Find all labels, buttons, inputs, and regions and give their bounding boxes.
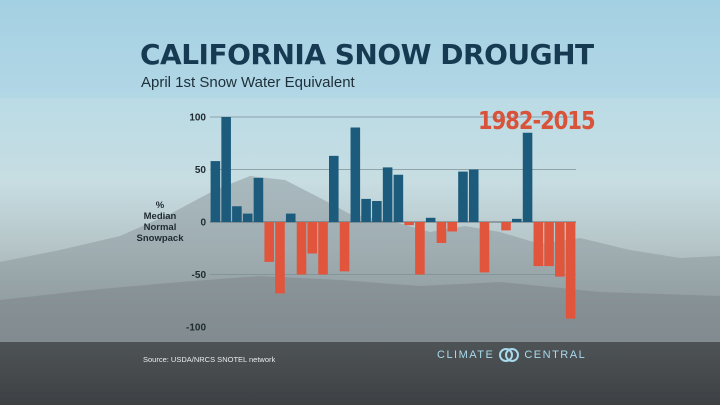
year-range-label: 1982-2015: [478, 106, 596, 135]
bar-1993: [329, 155, 339, 222]
bar-1994: [339, 222, 350, 272]
bar-2011: [522, 132, 533, 222]
bar-2005: [458, 171, 468, 222]
y-axis-label-line: Normal: [143, 222, 177, 233]
chart-subtitle: April 1st Snow Water Equivalent: [141, 74, 355, 91]
bar-2006: [468, 169, 479, 222]
bar-1986: [253, 177, 264, 222]
y-tick-label: -50: [192, 270, 207, 281]
y-axis-label: % Median Normal Snowpack: [118, 200, 202, 244]
bar-2001: [415, 222, 425, 275]
bottom-ground-band: [0, 342, 720, 405]
bar-2012: [533, 222, 544, 267]
y-tick-label: 0: [200, 218, 206, 229]
y-tick-label: 100: [189, 113, 206, 124]
y-tick-label: 50: [195, 165, 207, 176]
bar-1997: [372, 201, 382, 222]
climate-central-logo: CLIMATE CENTRAL: [437, 347, 586, 363]
bar-1991: [307, 222, 318, 254]
y-tick-label: -100: [186, 323, 206, 334]
bar-2004: [447, 222, 457, 232]
bar-1982: [210, 161, 221, 222]
bar-1989: [285, 213, 296, 222]
logo-rings-icon: [499, 348, 520, 362]
bar-2003: [436, 222, 447, 243]
bar-1995: [350, 127, 361, 222]
bar-2013: [544, 222, 554, 267]
bar-2010: [512, 218, 522, 222]
bar-2015: [565, 222, 576, 319]
chart-title: CALIFORNIA SNOW DROUGHT: [140, 38, 594, 71]
source-note: Source: USDA/NRCS SNOTEL network: [143, 355, 276, 364]
top-background-band: [0, 0, 720, 98]
bar-1996: [361, 198, 371, 222]
bar-1985: [242, 213, 253, 222]
bar-1990: [296, 222, 307, 275]
y-axis-label-line: Snowpack: [136, 233, 184, 244]
bar-2002: [425, 217, 436, 222]
bar-1992: [318, 222, 328, 275]
bar-2007: [479, 222, 490, 273]
bar-1988: [275, 222, 285, 294]
y-axis-label-line: %: [155, 200, 165, 211]
bar-1984: [232, 206, 242, 222]
bar-2009: [501, 222, 511, 231]
bar-2000: [404, 222, 414, 226]
bar-1999: [393, 174, 404, 222]
y-axis-label-line: Median: [143, 211, 177, 222]
bar-1987: [264, 222, 274, 262]
bar-1998: [382, 167, 393, 222]
bar-1983: [221, 117, 231, 222]
logo-text-right: CENTRAL: [524, 349, 587, 361]
logo-text-left: CLIMATE: [437, 349, 495, 361]
bar-2014: [555, 222, 565, 277]
